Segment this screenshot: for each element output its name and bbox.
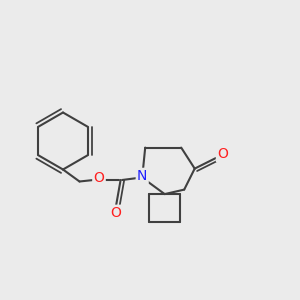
Text: N: N: [137, 169, 147, 183]
Text: O: O: [217, 147, 228, 161]
Text: O: O: [111, 206, 122, 220]
Text: O: O: [94, 172, 104, 185]
